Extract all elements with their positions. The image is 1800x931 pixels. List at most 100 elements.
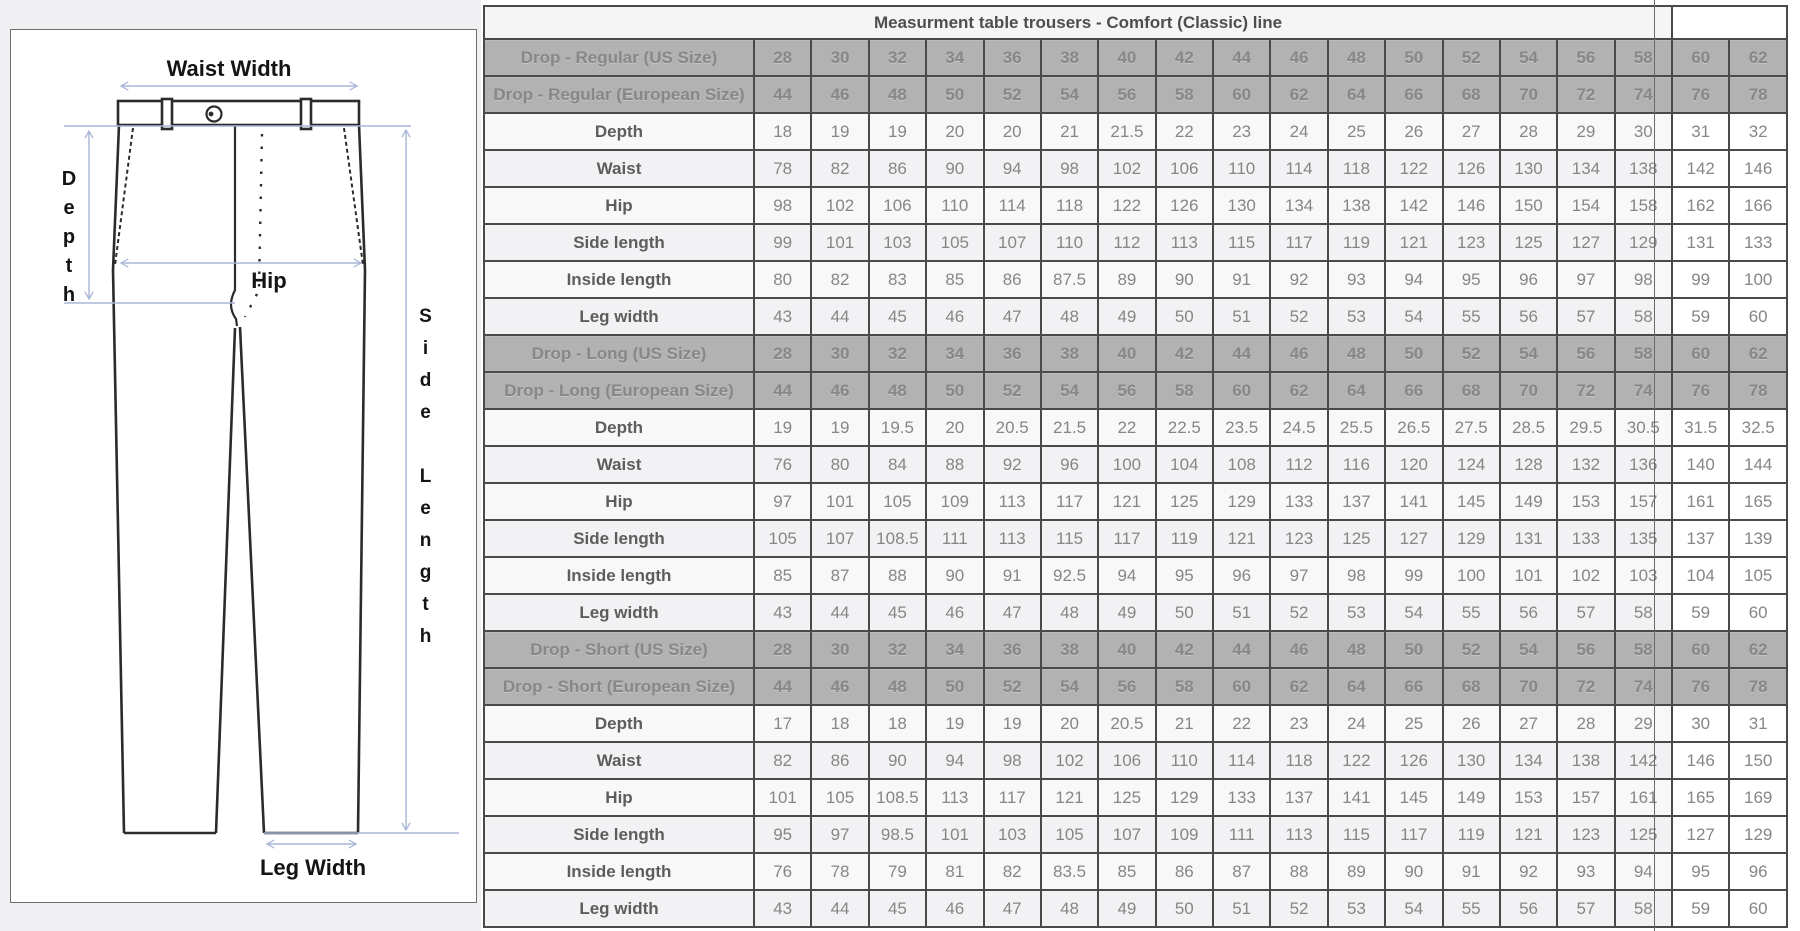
table-title-empty-cell (1671, 5, 1788, 40)
measure-cell: 126 (1441, 149, 1501, 188)
page-break-line (1654, 0, 1655, 931)
measure-cell: 96 (1039, 445, 1100, 484)
size-cell: 46 (1269, 630, 1329, 669)
measure-cell: 87 (1211, 852, 1272, 891)
measure-cell: 127 (1670, 815, 1731, 854)
measure-cell: 111 (1211, 815, 1272, 854)
measure-cell: 110 (1211, 149, 1272, 188)
size-cell: 42 (1154, 630, 1215, 669)
measure-cell: 85 (925, 260, 985, 299)
measure-cell: 133 (1269, 482, 1329, 521)
measure-row-leg-width: Leg width 43 44 45 46 47 48 49 50 51 52 53 54 55 56 57 5… (483, 297, 1788, 336)
measure-cell: 141 (1326, 778, 1387, 817)
measure-cell: 129 (1154, 778, 1215, 817)
measure-cell: 149 (1441, 778, 1501, 817)
size-cell: 50 (925, 75, 985, 114)
measure-cell: 46 (925, 297, 985, 336)
measure-cell: 50 (1154, 593, 1215, 632)
crease-dotted-line (243, 133, 264, 318)
measure-cell: 57 (1556, 297, 1616, 336)
measure-cell: 19 (810, 408, 870, 447)
measure-cell: 122 (1097, 186, 1157, 225)
side-length-label: Side Length (415, 306, 436, 658)
measure-row-label: Leg width (483, 297, 755, 336)
measure-cell: 123 (1269, 519, 1329, 558)
measure-cell: 108.5 (867, 778, 928, 817)
measure-cell: 23.5 (1211, 408, 1272, 447)
measure-cell: 43 (752, 297, 813, 336)
measure-cell: 100 (1441, 556, 1501, 595)
hip-label: Hip (251, 268, 286, 293)
size-cell: 42 (1154, 334, 1215, 373)
measure-cell: 18 (752, 112, 813, 151)
measure-cell: 150 (1728, 741, 1788, 780)
size-cell: 60 (1211, 667, 1272, 706)
measure-cell: 165 (1670, 778, 1731, 817)
measure-cell: 117 (1384, 815, 1444, 854)
section-2-header-us: Drop - Short (US Size) 28 30 32 34 36 38 40 42 44… (483, 630, 1788, 669)
measure-cell: 141 (1384, 482, 1444, 521)
measure-cell: 107 (810, 519, 870, 558)
size-cell: 72 (1556, 75, 1616, 114)
measure-cell: 82 (810, 149, 870, 188)
measure-cell: 119 (1154, 519, 1215, 558)
measure-cell: 130 (1211, 186, 1272, 225)
measure-cell: 105 (752, 519, 813, 558)
measure-cell: 99 (752, 223, 813, 262)
measure-row-inside-length: Inside length 76 78 79 81 82 83.5 85 86 87 88 89 90 9… (483, 852, 1788, 891)
measure-row-label: Side length (483, 223, 755, 262)
measure-cell: 96 (1498, 260, 1559, 299)
measure-cell: 115 (1039, 519, 1100, 558)
measure-cell: 107 (1097, 815, 1157, 854)
measure-row-side-length: Side length 105 107 108.5 111 113 115 117 119 121… (483, 519, 1788, 558)
measure-row-label: Depth (483, 704, 755, 743)
size-cell: 76 (1670, 75, 1731, 114)
belt-loop-right (299, 97, 313, 131)
measure-cell: 96 (1211, 556, 1272, 595)
size-cell: 30 (810, 630, 870, 669)
measure-cell: 139 (1728, 519, 1788, 558)
size-cell: 52 (982, 75, 1042, 114)
size-cell: 48 (1326, 38, 1387, 77)
size-cell: 66 (1384, 75, 1444, 114)
size-cell: 44 (1211, 630, 1272, 669)
measure-cell: 47 (982, 593, 1042, 632)
size-cell: 58 (1613, 630, 1674, 669)
measure-cell: 23 (1211, 112, 1272, 151)
measure-cell: 154 (1556, 186, 1616, 225)
measure-cell: 20 (982, 112, 1042, 151)
measure-cell: 129 (1613, 223, 1674, 262)
measure-cell: 142 (1613, 741, 1674, 780)
measure-cell: 85 (752, 556, 813, 595)
size-row-label: Drop - Short (European Size) (483, 667, 755, 706)
measure-cell: 20 (925, 408, 985, 447)
size-cell: 44 (752, 75, 813, 114)
size-cell: 30 (810, 334, 870, 373)
measure-cell: 121 (1211, 519, 1272, 558)
measure-cell: 57 (1556, 889, 1616, 928)
measure-cell: 125 (1097, 778, 1157, 817)
size-cell: 62 (1728, 334, 1788, 373)
measure-cell: 157 (1556, 778, 1616, 817)
size-cell: 74 (1613, 667, 1674, 706)
measure-cell: 44 (810, 593, 870, 632)
measure-cell: 50 (1154, 297, 1215, 336)
measure-cell: 115 (1326, 815, 1387, 854)
size-cell: 54 (1498, 38, 1559, 77)
measure-cell: 136 (1613, 445, 1674, 484)
measure-row-hip: Hip 97 101 105 109 113 117 121 125 129 133 137 141 14… (483, 482, 1788, 521)
measure-cell: 104 (1670, 556, 1731, 595)
measure-cell: 32.5 (1728, 408, 1788, 447)
measure-row-label: Inside length (483, 556, 755, 595)
measure-row-hip: Hip 101 105 108.5 113 117 121 125 129 133 137 141 14… (483, 778, 1788, 817)
measure-cell: 88 (1269, 852, 1329, 891)
measure-cell: 31 (1670, 112, 1731, 151)
size-cell: 70 (1498, 75, 1559, 114)
size-cell: 40 (1097, 630, 1157, 669)
measure-cell: 86 (867, 149, 928, 188)
size-cell: 54 (1498, 630, 1559, 669)
size-cell: 46 (810, 667, 870, 706)
measure-cell: 113 (982, 519, 1042, 558)
measure-cell: 98 (752, 186, 813, 225)
measure-cell: 78 (752, 149, 813, 188)
